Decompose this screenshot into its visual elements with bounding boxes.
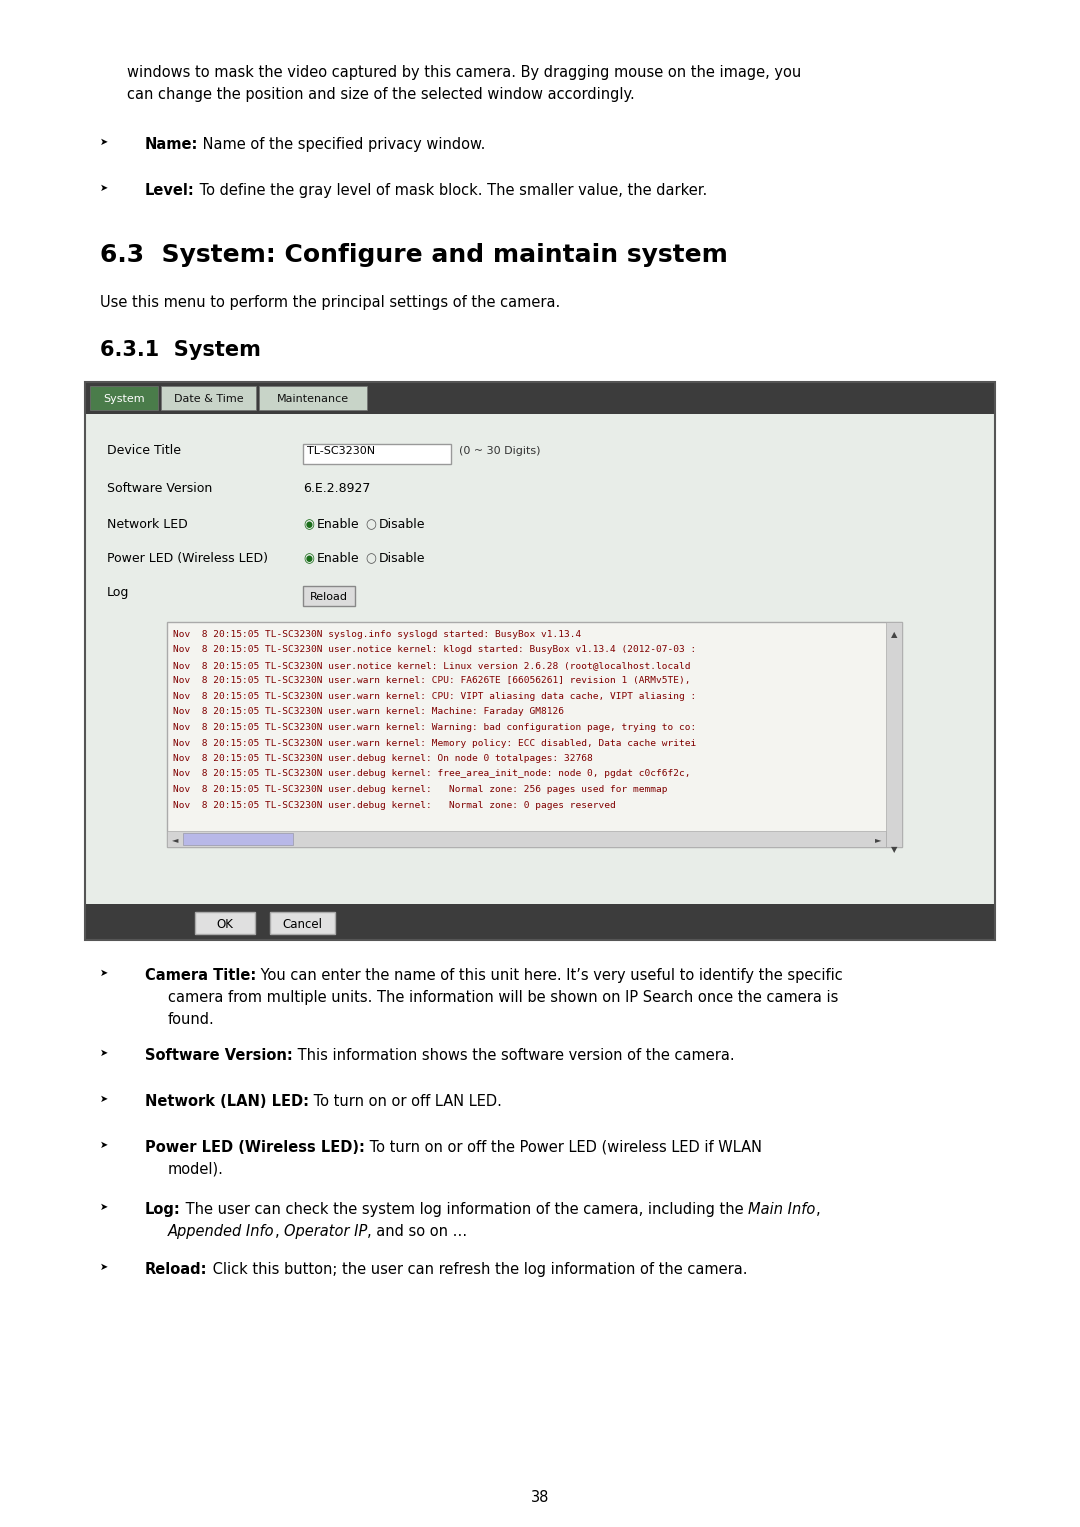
Text: ○: ○ [365,518,376,531]
Text: ,: , [274,1225,284,1238]
Text: ►: ► [875,835,881,844]
Text: Name of the specified privacy window.: Name of the specified privacy window. [199,137,486,153]
Text: ○: ○ [365,551,376,565]
Text: Nov  8 20:15:05 TL-SC3230N user.debug kernel:   Normal zone: 256 pages used for : Nov 8 20:15:05 TL-SC3230N user.debug ker… [173,785,667,794]
Text: ➤: ➤ [100,968,108,977]
Bar [303,586,355,606]
Text: Nov  8 20:15:05 TL-SC3230N user.notice kernel: klogd started: BusyBox v1.13.4 (2: Nov 8 20:15:05 TL-SC3230N user.notice ke… [173,646,697,655]
Text: ➤: ➤ [100,1261,108,1272]
Text: Disable: Disable [379,518,426,531]
Text: Reload:: Reload: [145,1261,207,1277]
Text: windows to mask the video captured by this camera. By dragging mouse on the imag: windows to mask the video captured by th… [127,66,801,79]
Bar [167,621,902,847]
Text: ➤: ➤ [100,1093,108,1104]
Text: Nov  8 20:15:05 TL-SC3230N user.warn kernel: Machine: Faraday GM8126: Nov 8 20:15:05 TL-SC3230N user.warn kern… [173,707,564,716]
Text: ➤: ➤ [100,1141,108,1150]
Text: Level:: Level: [145,183,194,199]
Text: ➤: ➤ [100,1048,108,1058]
Text: 6.3  System: Configure and maintain system: 6.3 System: Configure and maintain syste… [100,243,728,267]
Bar [303,444,451,464]
Text: Software Version:: Software Version: [145,1048,293,1063]
Text: ◉: ◉ [303,518,314,531]
Text: , and so on …: , and so on … [367,1225,468,1238]
Bar [195,912,255,935]
Text: Cancel: Cancel [282,918,322,930]
Text: Enable: Enable [318,551,360,565]
Text: This information shows the software version of the camera.: This information shows the software vers… [293,1048,734,1063]
Text: Appended Info: Appended Info [168,1225,274,1238]
Text: ▲: ▲ [891,631,897,638]
Bar [85,414,995,904]
Text: Log:: Log: [145,1202,180,1217]
Bar [183,834,293,844]
Text: To turn on or off the Power LED (wireless LED if WLAN: To turn on or off the Power LED (wireles… [365,1141,761,1154]
Bar [886,621,902,847]
Bar [167,831,886,847]
Text: ➤: ➤ [100,1202,108,1212]
Text: TL-SC3230N: TL-SC3230N [307,446,375,457]
Text: Enable: Enable [318,518,360,531]
Bar [270,912,335,935]
Text: can change the position and size of the selected window accordingly.: can change the position and size of the … [127,87,635,102]
Bar [90,386,158,411]
Text: (0 ~ 30 Digits): (0 ~ 30 Digits) [459,446,540,457]
Text: Nov  8 20:15:05 TL-SC3230N user.warn kernel: CPU: VIPT aliasing data cache, VIPT: Nov 8 20:15:05 TL-SC3230N user.warn kern… [173,692,697,701]
Text: Log: Log [107,586,130,599]
Text: Operator IP: Operator IP [284,1225,367,1238]
Text: Nov  8 20:15:05 TL-SC3230N user.warn kernel: Memory policy: ECC disabled, Data c: Nov 8 20:15:05 TL-SC3230N user.warn kern… [173,739,697,748]
Text: model).: model). [168,1162,224,1177]
Text: To turn on or off LAN LED.: To turn on or off LAN LED. [309,1093,502,1109]
Text: Maintenance: Maintenance [276,394,349,405]
Text: System: System [104,394,145,405]
Text: Main Info: Main Info [748,1202,815,1217]
Text: Date & Time: Date & Time [174,394,243,405]
Text: Nov  8 20:15:05 TL-SC3230N user.debug kernel:   Normal zone: 0 pages reserved: Nov 8 20:15:05 TL-SC3230N user.debug ker… [173,800,616,809]
Text: Reload: Reload [310,592,348,602]
Text: The user can check the system log information of the camera, including the: The user can check the system log inform… [180,1202,748,1217]
Bar [259,386,367,411]
Text: Camera Title:: Camera Title: [145,968,256,983]
Text: You can enter the name of this unit here. It’s very useful to identify the speci: You can enter the name of this unit here… [256,968,843,983]
Bar [85,904,995,941]
Text: Click this button; the user can refresh the log information of the camera.: Click this button; the user can refresh … [207,1261,747,1277]
Text: Nov  8 20:15:05 TL-SC3230N user.debug kernel: free_area_init_node: node 0, pgdat: Nov 8 20:15:05 TL-SC3230N user.debug ker… [173,770,690,779]
Text: Name:: Name: [145,137,199,153]
Text: Network (LAN) LED:: Network (LAN) LED: [145,1093,309,1109]
Text: Nov  8 20:15:05 TL-SC3230N user.warn kernel: Warning: bad configuration page, tr: Nov 8 20:15:05 TL-SC3230N user.warn kern… [173,722,697,731]
Text: Network LED: Network LED [107,518,188,531]
Text: Nov  8 20:15:05 TL-SC3230N user.debug kernel: On node 0 totalpages: 32768: Nov 8 20:15:05 TL-SC3230N user.debug ker… [173,754,593,764]
Text: Nov  8 20:15:05 TL-SC3230N syslog.info syslogd started: BusyBox v1.13.4: Nov 8 20:15:05 TL-SC3230N syslog.info sy… [173,631,581,638]
Text: Device Title: Device Title [107,444,181,457]
Text: Power LED (Wireless LED): Power LED (Wireless LED) [107,551,268,565]
Text: Nov  8 20:15:05 TL-SC3230N user.warn kernel: CPU: FA626TE [66056261] revision 1 : Nov 8 20:15:05 TL-SC3230N user.warn kern… [173,676,690,686]
Text: Power LED (Wireless LED):: Power LED (Wireless LED): [145,1141,365,1154]
Text: Disable: Disable [379,551,426,565]
Text: 6.E.2.8927: 6.E.2.8927 [303,483,370,495]
Text: ➤: ➤ [100,137,108,147]
Text: 38: 38 [530,1490,550,1506]
Text: ◉: ◉ [303,551,314,565]
Text: To define the gray level of mask block. The smaller value, the darker.: To define the gray level of mask block. … [194,183,707,199]
Text: camera from multiple units. The information will be shown on IP Search once the : camera from multiple units. The informat… [168,989,838,1005]
Text: ▼: ▼ [891,844,897,854]
Bar [85,382,995,414]
Bar [161,386,256,411]
Text: ➤: ➤ [100,183,108,192]
Bar [85,382,995,941]
Text: 6.3.1  System: 6.3.1 System [100,341,261,360]
Text: ◄: ◄ [172,835,178,844]
Text: found.: found. [168,1012,215,1028]
Text: OK: OK [217,918,233,930]
Text: Nov  8 20:15:05 TL-SC3230N user.notice kernel: Linux version 2.6.28 (root@localh: Nov 8 20:15:05 TL-SC3230N user.notice ke… [173,661,690,670]
Text: ,: , [815,1202,820,1217]
Text: Use this menu to perform the principal settings of the camera.: Use this menu to perform the principal s… [100,295,561,310]
Text: Software Version: Software Version [107,483,213,495]
